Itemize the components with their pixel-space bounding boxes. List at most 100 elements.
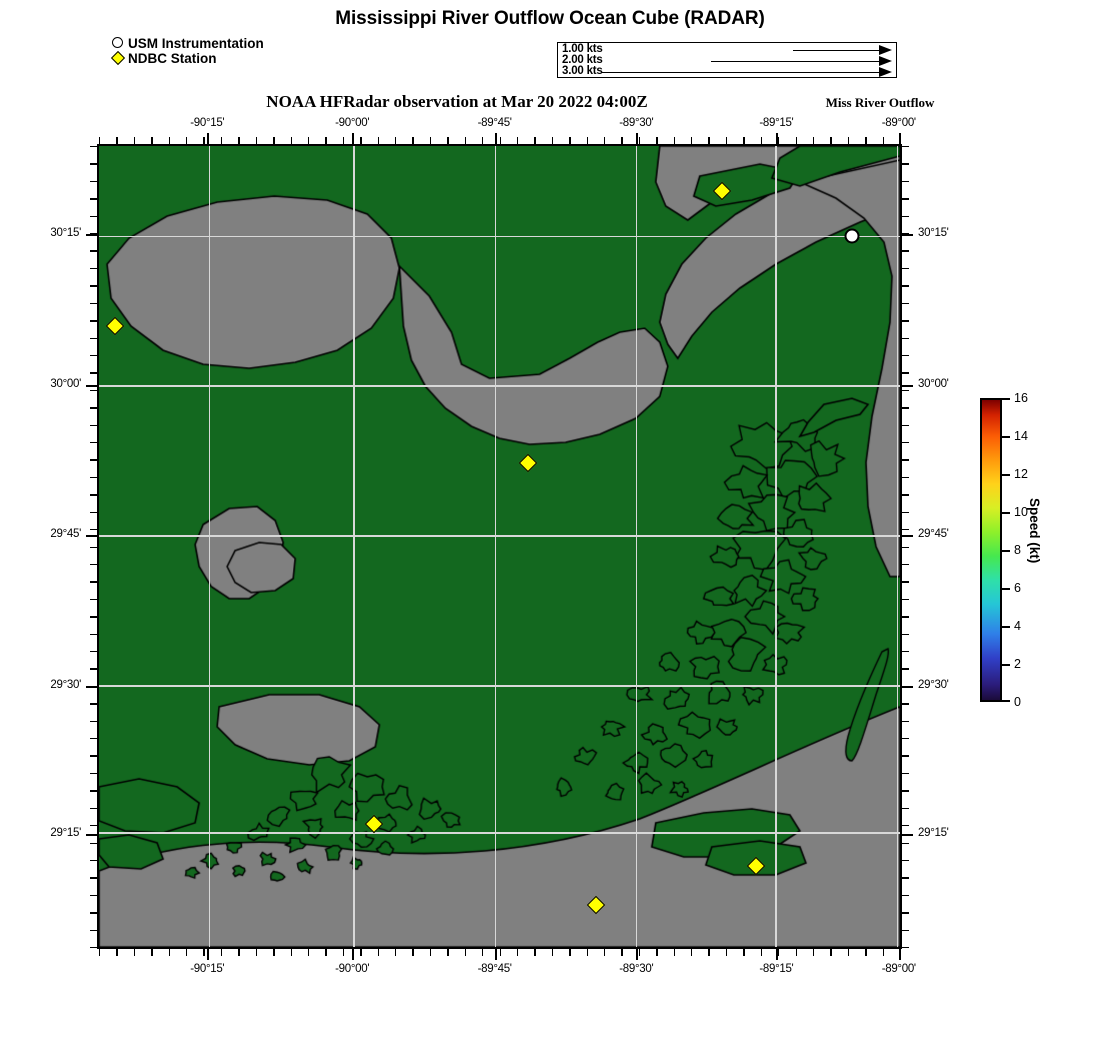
axis-minor-tick-y: [90, 250, 97, 252]
axis-major-tick-y: [902, 833, 913, 836]
axis-minor-tick-x: [865, 949, 867, 956]
axis-minor-tick-x: [412, 949, 414, 956]
map-gridline-longitude: [775, 146, 777, 947]
legend-label-usm: USM Instrumentation: [128, 36, 264, 51]
axis-label-latitude-right: 29°45': [918, 528, 949, 541]
velocity-scale-row: 3.00 kts: [558, 65, 898, 78]
map-gridline-longitude: [352, 146, 355, 947]
axis-minor-tick-y: [902, 285, 909, 287]
observation-subtitle: NOAA HFRadar observation at Mar 20 2022 …: [266, 92, 648, 111]
axis-minor-tick-x: [725, 137, 728, 144]
axis-minor-tick-y: [902, 563, 909, 566]
axis-minor-tick-x: [603, 949, 606, 956]
velocity-scale-row: 2.00 kts: [558, 54, 898, 67]
axis-minor-tick-x: [569, 137, 571, 144]
axis-label-longitude-top: -89°45': [477, 117, 512, 129]
axis-minor-tick-y: [90, 772, 97, 775]
map-panel[interactable]: [97, 144, 902, 949]
axis-minor-tick-y: [90, 198, 97, 200]
axis-label-latitude-right: 29°15': [918, 826, 949, 839]
colorbar-tick-label: 6: [1014, 581, 1021, 595]
axis-label-latitude-left: 30°00': [50, 377, 81, 390]
axis-minor-tick-x: [116, 137, 118, 144]
axis-minor-tick-x: [708, 137, 710, 144]
axis-label-longitude-top: -89°00': [881, 117, 916, 129]
axis-minor-tick-x: [621, 137, 623, 144]
axis-minor-tick-y: [902, 807, 909, 810]
axis-minor-tick-x: [447, 137, 449, 144]
axis-minor-tick-y: [90, 790, 97, 792]
axis-label-longitude-bottom: -89°00': [881, 963, 916, 975]
axis-minor-tick-y: [90, 616, 97, 618]
velocity-arrow-head: [879, 67, 892, 77]
axis-major-tick-y: [86, 685, 97, 688]
axis-minor-tick-x: [412, 137, 414, 144]
usm-instrumentation-marker[interactable]: [844, 228, 860, 244]
axis-minor-tick-x: [273, 949, 275, 956]
axis-minor-tick-y: [902, 912, 909, 914]
axis-minor-tick-y: [90, 947, 97, 949]
axis-label-latitude-right: 30°00': [918, 377, 949, 390]
axis-minor-tick-y: [90, 529, 97, 531]
axis-minor-tick-y: [90, 146, 97, 148]
axis-minor-tick-x: [464, 137, 467, 144]
axis-minor-tick-y: [90, 738, 97, 740]
axis-major-tick-x: [352, 949, 355, 960]
axis-minor-tick-y: [90, 912, 97, 914]
axis-minor-tick-y: [902, 407, 909, 409]
axis-minor-tick-y: [90, 859, 97, 862]
colorbar-tick-label: 2: [1014, 657, 1021, 671]
axis-major-tick-y: [902, 384, 913, 387]
axis-minor-tick-y: [90, 163, 97, 165]
axis-minor-tick-x: [743, 949, 745, 956]
velocity-scale-label: 2.00 kts: [562, 54, 603, 66]
axis-minor-tick-x: [603, 137, 606, 144]
axis-minor-tick-x: [534, 949, 536, 956]
axis-minor-tick-x: [847, 137, 850, 144]
axis-label-longitude-bottom: -90°15': [190, 963, 225, 975]
axis-minor-tick-x: [325, 137, 327, 144]
axis-minor-tick-x: [743, 137, 745, 144]
axis-minor-tick-x: [307, 137, 310, 144]
axis-minor-tick-y: [902, 442, 909, 444]
colorbar-tick: [1002, 550, 1010, 552]
axis-minor-tick-x: [220, 137, 223, 144]
axis-minor-tick-x: [534, 137, 536, 144]
axis-minor-tick-y: [902, 859, 909, 862]
axis-minor-tick-y: [902, 320, 909, 322]
axis-minor-tick-x: [551, 137, 554, 144]
axis-minor-tick-x: [812, 949, 815, 956]
velocity-scale-legend: 1.00 kts 2.00 kts 3.00 kts: [557, 42, 897, 78]
axis-minor-tick-y: [90, 233, 97, 235]
colorbar-tick: [1002, 588, 1010, 590]
axis-label-longitude-top: -90°00': [335, 117, 370, 129]
axis-minor-tick-x: [638, 949, 641, 956]
axis-minor-tick-y: [902, 668, 909, 670]
axis-minor-tick-y: [902, 459, 909, 461]
colorbar-tick: [1002, 474, 1010, 476]
axis-minor-tick-y: [90, 929, 97, 931]
axis-minor-tick-y: [902, 894, 909, 897]
colorbar-tick: [1002, 626, 1010, 628]
axis-label-latitude-left: 29°30': [50, 678, 81, 691]
axis-minor-tick-x: [673, 949, 676, 956]
axis-minor-tick-x: [255, 137, 258, 144]
axis-minor-tick-y: [902, 633, 909, 635]
circle-marker-icon: [110, 36, 128, 51]
axis-minor-tick-y: [902, 198, 909, 200]
axis-minor-tick-y: [90, 320, 97, 322]
axis-label-latitude-right: 30°15': [918, 227, 949, 240]
axis-major-tick-x: [898, 133, 901, 144]
colorbar-tick-label: 14: [1014, 429, 1028, 443]
axis-major-tick-y: [86, 833, 97, 836]
symbol-legend: USM Instrumentation NDBC Station: [110, 36, 264, 66]
velocity-arrow-head: [879, 56, 892, 66]
axis-minor-tick-x: [151, 137, 153, 144]
axis-minor-tick-y: [902, 581, 909, 583]
colorbar-tick: [1002, 436, 1010, 438]
axis-minor-tick-y: [90, 807, 97, 810]
axis-major-tick-y: [86, 234, 97, 237]
axis-minor-tick-x: [186, 949, 188, 956]
axis-minor-tick-y: [902, 598, 909, 601]
axis-minor-tick-y: [90, 442, 97, 444]
